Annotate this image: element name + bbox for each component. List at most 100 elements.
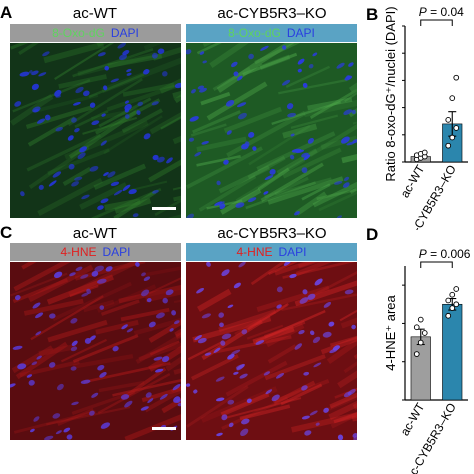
nucleus	[238, 112, 247, 120]
nucleus	[297, 68, 302, 73]
nucleus	[121, 324, 128, 330]
tissue-fiber	[274, 262, 339, 276]
nucleus	[52, 413, 61, 419]
tissue-fiber	[114, 198, 152, 214]
nucleus	[239, 373, 248, 379]
tissue-fiber	[107, 53, 163, 69]
nucleus	[141, 289, 150, 297]
nucleus	[49, 313, 56, 319]
tissue-fiber	[118, 281, 181, 304]
nucleus	[77, 152, 86, 160]
nucleus	[112, 345, 119, 352]
tissue-fiber	[278, 78, 348, 95]
nucleus	[117, 43, 126, 49]
nucleus	[136, 110, 141, 115]
tissue-fiber	[250, 262, 322, 286]
nucleus	[201, 141, 209, 145]
nucleus	[83, 90, 90, 97]
nucleus	[86, 288, 92, 294]
tissue-fiber	[341, 147, 357, 164]
nucleus	[162, 71, 168, 77]
nucleus	[155, 312, 165, 319]
micrograph-background	[186, 43, 357, 218]
nucleus	[66, 434, 73, 440]
nucleus	[55, 126, 63, 132]
nucleus	[162, 297, 168, 304]
nucleus	[99, 372, 107, 378]
tissue-fiber	[246, 324, 284, 340]
tissue-fiber	[218, 165, 271, 194]
nucleus	[352, 139, 357, 144]
nucleus	[348, 62, 354, 67]
tissue-fiber	[60, 338, 107, 363]
nucleus	[166, 157, 173, 164]
tissue-fiber	[120, 307, 170, 322]
nucleus	[89, 102, 96, 108]
nucleus	[31, 83, 39, 91]
stain-label: 4-HNE	[236, 245, 273, 259]
nucleus	[172, 384, 181, 391]
nucleus	[240, 428, 249, 436]
nucleus	[197, 85, 205, 90]
nucleus	[97, 205, 104, 210]
stain-label: 4-HNE	[60, 245, 97, 259]
nucleus	[140, 406, 149, 411]
tissue-fiber	[141, 384, 181, 403]
tissue-fiber	[344, 83, 357, 103]
tissue-fiber	[26, 133, 101, 172]
tissue-fiber	[339, 304, 357, 322]
nucleus	[124, 114, 130, 119]
tissue-fiber	[15, 341, 68, 380]
nucleus	[56, 383, 64, 391]
tissue-fiber	[223, 106, 282, 134]
nucleus	[49, 362, 56, 368]
nucleus	[186, 49, 192, 55]
nucleus	[31, 70, 39, 76]
tissue-fiber	[121, 108, 163, 134]
tissue-fiber	[82, 116, 138, 135]
nucleus	[213, 347, 221, 353]
tissue-fiber	[260, 162, 324, 202]
tissue-fiber	[10, 43, 42, 50]
nucleus	[218, 201, 225, 207]
nucleus	[103, 172, 109, 177]
nucleus	[75, 86, 84, 94]
tissue-fiber	[148, 262, 181, 295]
tissue-fiber	[220, 392, 270, 417]
nucleus	[322, 331, 332, 338]
nucleus	[289, 154, 295, 160]
nucleus	[152, 189, 159, 194]
tissue-fiber	[30, 295, 104, 341]
tissue-fiber	[62, 166, 92, 187]
nucleus	[126, 68, 132, 73]
nucleus	[169, 328, 174, 332]
tissue-fiber	[72, 353, 134, 369]
tissue-fiber	[100, 299, 140, 316]
tissue-fiber	[290, 114, 339, 130]
tissue-fiber	[12, 278, 69, 304]
nucleus	[342, 182, 350, 188]
data-point	[449, 291, 456, 298]
nucleus	[98, 52, 106, 57]
nucleus	[323, 407, 329, 413]
tissue-fiber	[47, 148, 110, 176]
data-point	[453, 286, 460, 292]
nucleus	[329, 348, 338, 354]
tissue-fiber	[245, 181, 317, 210]
nucleus	[118, 54, 128, 61]
tissue-fiber	[196, 154, 241, 167]
tissue-fiber	[98, 380, 145, 393]
tissue-fiber	[307, 97, 353, 111]
nucleus	[297, 58, 305, 65]
nucleus	[67, 135, 74, 141]
nucleus	[94, 265, 105, 272]
micrograph-wt-4hne	[10, 262, 181, 440]
tissue-fiber	[343, 344, 357, 374]
tissue-fiber	[71, 390, 136, 416]
tissue-fiber	[264, 354, 326, 381]
header-bar-wt-a: 8-Oxo-dG DAPI	[10, 24, 181, 42]
nucleus	[155, 368, 164, 373]
nucleus	[96, 278, 107, 284]
tissue-fiber	[326, 319, 357, 365]
nucleus	[351, 324, 356, 330]
